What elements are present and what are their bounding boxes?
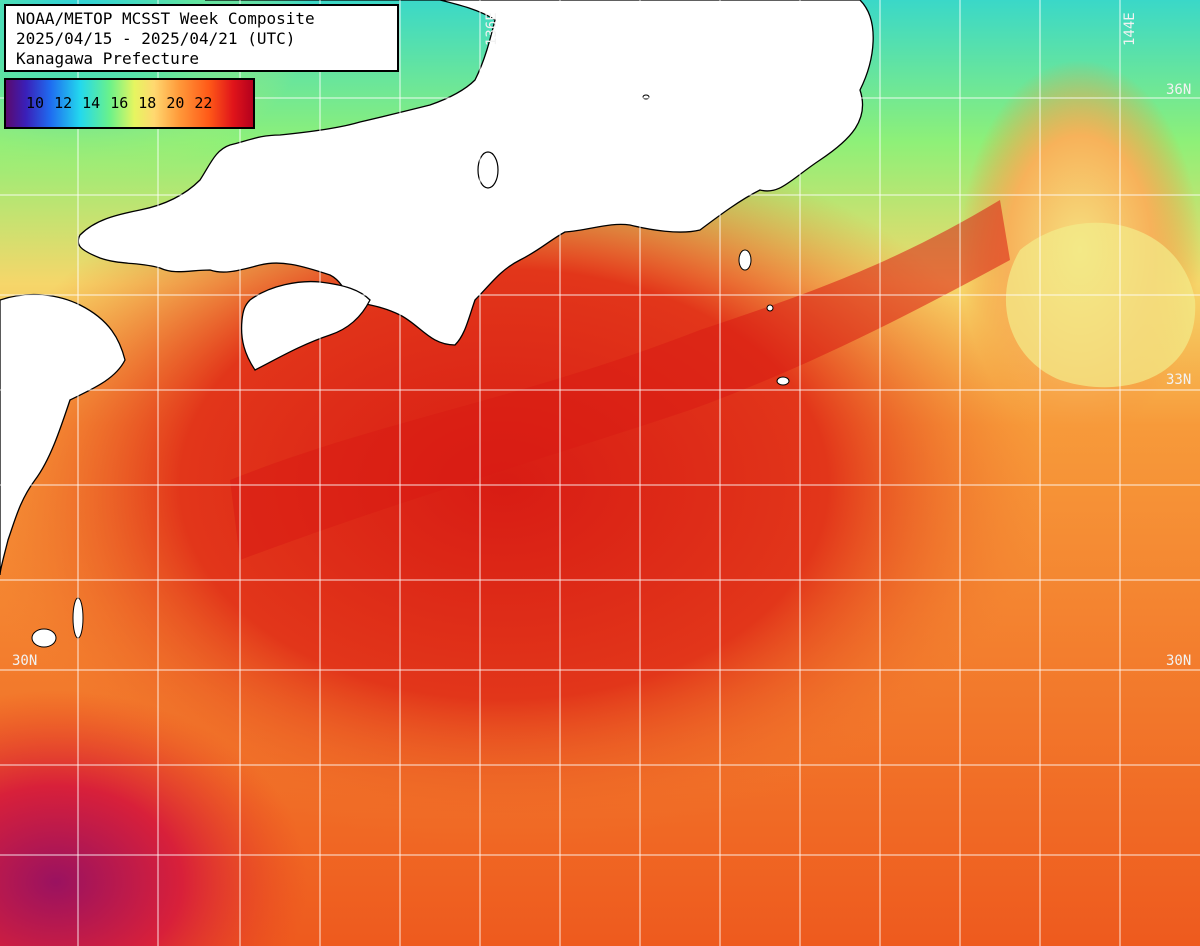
southwest-hot-patch <box>0 520 560 946</box>
colorbar-label-20: 20 <box>166 94 185 112</box>
cool-eddy <box>1005 222 1196 388</box>
title-box: NOAA/METOP MCSST Week Composite 2025/04/… <box>4 4 399 72</box>
colorbar-label-22: 22 <box>194 94 213 112</box>
land-izu-island-2 <box>776 376 790 386</box>
colorbar-label-12: 12 <box>54 94 73 112</box>
land-yakushima <box>31 628 57 648</box>
land-honshu <box>77 0 874 346</box>
warm-current-streak <box>230 200 1010 560</box>
lat-label-30n-left: 30N <box>12 653 38 669</box>
title-region: Kanagawa Prefecture <box>16 49 200 68</box>
land-awaji <box>477 151 499 189</box>
lat-label-36n: 36N <box>1166 82 1192 98</box>
land-izu-island-1 <box>738 249 752 271</box>
lat-label-30n-right: 30N <box>1166 653 1192 669</box>
colorbar-label-10: 10 <box>26 94 45 112</box>
land-kyushu <box>0 293 126 576</box>
lon-label-136e: 136E <box>484 12 500 46</box>
colorbar-label-18: 18 <box>138 94 157 112</box>
lat-label-33n: 33N <box>1166 372 1192 388</box>
colorbar-label-14: 14 <box>82 94 101 112</box>
colorbar-label-16: 16 <box>110 94 129 112</box>
temperature-colorbar: 10 12 14 16 18 20 22 <box>4 78 255 129</box>
colorbar-labels: 10 12 14 16 18 20 22 <box>26 94 212 112</box>
lon-label-144e: 144E <box>1122 12 1138 46</box>
title-date-range: 2025/04/15 - 2025/04/21 (UTC) <box>16 29 296 48</box>
title-product: NOAA/METOP MCSST Week Composite <box>16 9 315 28</box>
land-islet-1 <box>766 304 774 312</box>
